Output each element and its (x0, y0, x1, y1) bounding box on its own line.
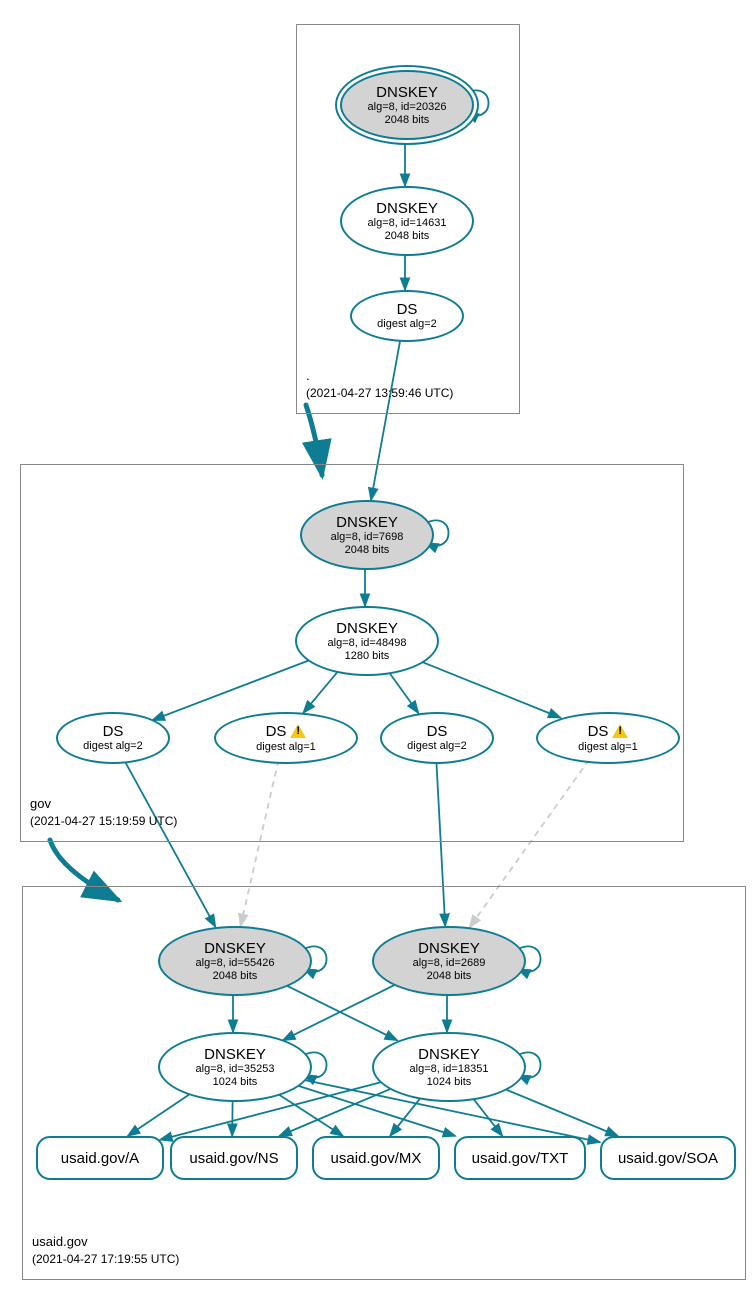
node-gov_ds4: DSdigest alg=1 (536, 712, 680, 764)
zone-label-usaid: usaid.gov (32, 1234, 88, 1249)
node-rr_soa: usaid.gov/SOA (600, 1136, 736, 1180)
node-sub: alg=8, id=203262048 bits (368, 101, 447, 126)
node-gov_ksk: DNSKEYalg=8, id=76982048 bits (300, 500, 434, 570)
node-title: DNSKEY (204, 1046, 266, 1063)
node-title: DNSKEY (336, 620, 398, 637)
node-rr_a: usaid.gov/A (36, 1136, 164, 1180)
node-rr_txt: usaid.gov/TXT (454, 1136, 586, 1180)
node-root_zsk: DNSKEYalg=8, id=146312048 bits (340, 186, 474, 256)
node-title: DS (588, 723, 609, 740)
node-gov_zsk: DNSKEYalg=8, id=484981280 bits (295, 606, 439, 676)
node-title: DS (397, 301, 418, 318)
node-rr_ns: usaid.gov/NS (170, 1136, 298, 1180)
node-sub: alg=8, id=554262048 bits (196, 957, 275, 982)
node-title: DNSKEY (418, 940, 480, 957)
node-sub: alg=8, id=484981280 bits (328, 637, 407, 662)
node-title: usaid.gov/NS (189, 1150, 278, 1167)
node-title: DNSKEY (336, 514, 398, 531)
node-title: DNSKEY (376, 200, 438, 217)
node-u_ksk2: DNSKEYalg=8, id=26892048 bits (372, 926, 526, 996)
zone-timestamp-gov: (2021-04-27 15:19:59 UTC) (30, 814, 177, 828)
node-sub: digest alg=2 (83, 740, 143, 753)
node-title: DNSKEY (418, 1046, 480, 1063)
node-root_ds: DSdigest alg=2 (350, 290, 464, 342)
node-title: DNSKEY (376, 84, 438, 101)
warning-icon (290, 724, 306, 738)
zone-label-gov: gov (30, 796, 51, 811)
node-title: DS (103, 723, 124, 740)
warning-icon (612, 724, 628, 738)
zone-timestamp-root: (2021-04-27 13:59:46 UTC) (306, 386, 453, 400)
node-root_ksk: DNSKEYalg=8, id=203262048 bits (340, 70, 474, 140)
node-sub: alg=8, id=146312048 bits (368, 217, 447, 242)
node-sub: digest alg=1 (256, 741, 316, 754)
node-title: DNSKEY (204, 940, 266, 957)
node-sub: digest alg=1 (578, 741, 638, 754)
zone-timestamp-usaid: (2021-04-27 17:19:55 UTC) (32, 1252, 179, 1266)
node-sub: digest alg=2 (377, 318, 437, 331)
node-gov_ds3: DSdigest alg=2 (380, 712, 494, 764)
node-title: usaid.gov/MX (331, 1150, 422, 1167)
node-title: usaid.gov/SOA (618, 1150, 718, 1167)
node-sub: alg=8, id=26892048 bits (413, 957, 486, 982)
node-gov_ds2: DSdigest alg=1 (214, 712, 358, 764)
node-title: usaid.gov/TXT (472, 1150, 569, 1167)
node-sub: alg=8, id=76982048 bits (331, 531, 404, 556)
node-u_ksk1: DNSKEYalg=8, id=554262048 bits (158, 926, 312, 996)
node-sub: digest alg=2 (407, 740, 467, 753)
node-u_zsk1: DNSKEYalg=8, id=352531024 bits (158, 1032, 312, 1102)
node-title: DS (427, 723, 448, 740)
node-title: DS (266, 723, 287, 740)
node-u_zsk2: DNSKEYalg=8, id=183511024 bits (372, 1032, 526, 1102)
node-gov_ds1: DSdigest alg=2 (56, 712, 170, 764)
zone-label-root: . (306, 368, 310, 383)
node-sub: alg=8, id=183511024 bits (410, 1063, 489, 1088)
node-sub: alg=8, id=352531024 bits (196, 1063, 275, 1088)
node-rr_mx: usaid.gov/MX (312, 1136, 440, 1180)
node-title: usaid.gov/A (61, 1150, 139, 1167)
